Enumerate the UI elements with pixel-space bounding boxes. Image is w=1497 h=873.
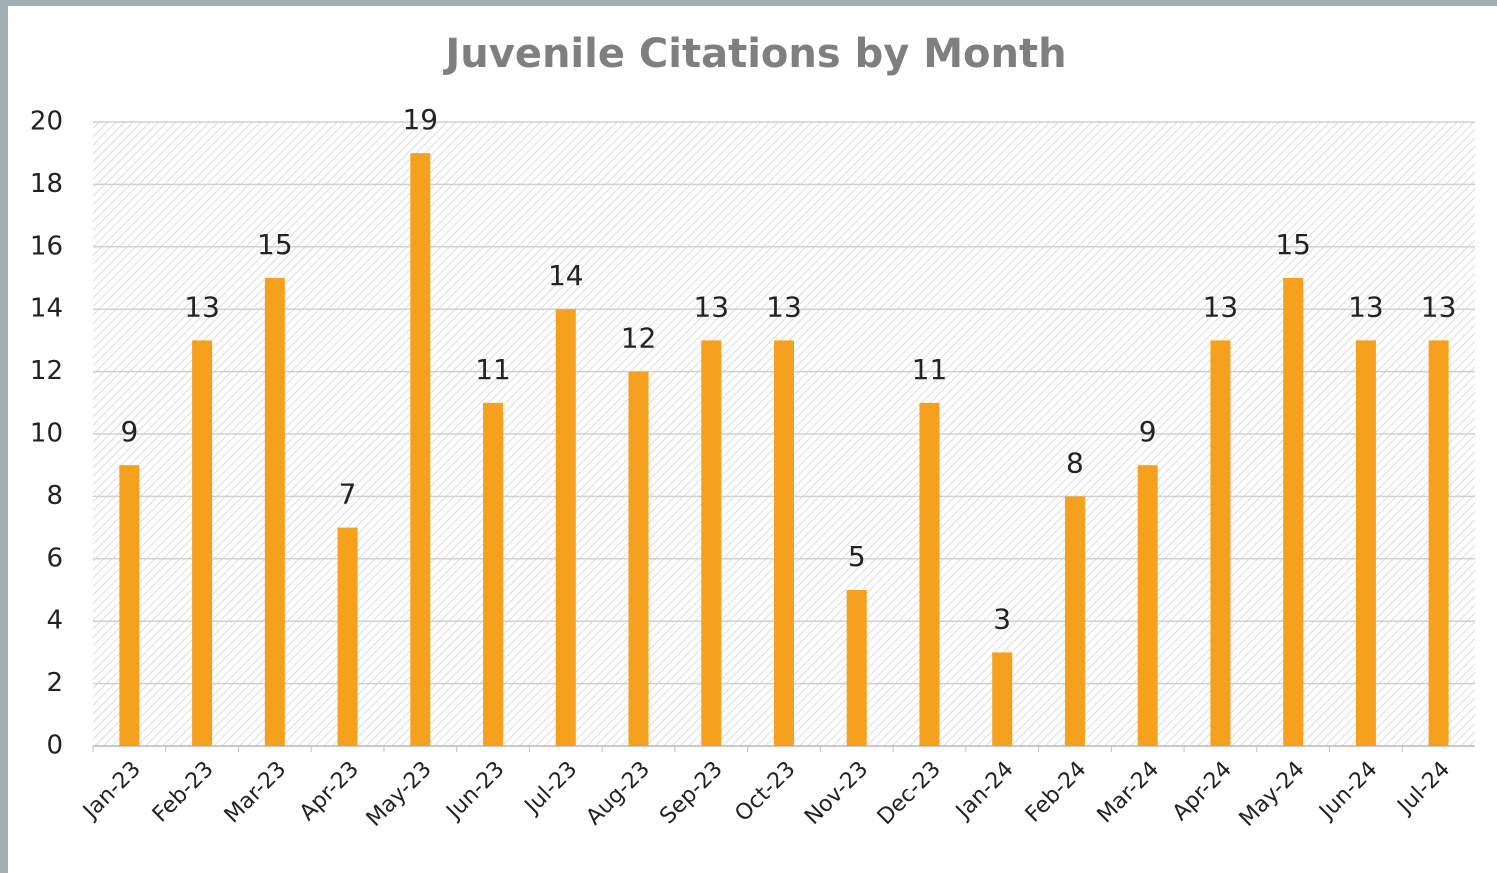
bar bbox=[337, 527, 358, 746]
data-label: 13 bbox=[1348, 290, 1384, 323]
bar bbox=[701, 340, 722, 746]
data-label: 7 bbox=[339, 478, 357, 511]
bar bbox=[774, 340, 794, 746]
bar bbox=[1283, 278, 1304, 746]
y-tick-label: 14 bbox=[30, 294, 63, 324]
data-label: 8 bbox=[1066, 446, 1084, 479]
bar bbox=[628, 371, 649, 746]
bar bbox=[119, 465, 140, 746]
data-label: 15 bbox=[257, 228, 293, 261]
y-tick-label: 10 bbox=[30, 419, 63, 449]
data-label: 5 bbox=[848, 540, 866, 573]
bar bbox=[1428, 340, 1449, 746]
bar bbox=[919, 402, 940, 746]
bar bbox=[555, 309, 576, 746]
bar bbox=[1355, 340, 1376, 746]
data-label: 13 bbox=[184, 290, 220, 323]
y-tick-label: 20 bbox=[30, 107, 63, 137]
bar bbox=[1137, 465, 1158, 746]
data-label: 13 bbox=[766, 290, 802, 323]
y-tick-label: 2 bbox=[46, 668, 63, 698]
data-label: 13 bbox=[1203, 290, 1239, 323]
data-label: 19 bbox=[402, 103, 438, 136]
bar bbox=[1210, 340, 1231, 746]
data-label: 13 bbox=[1421, 290, 1457, 323]
y-tick-label: 16 bbox=[30, 231, 63, 261]
data-label: 14 bbox=[548, 259, 584, 292]
y-tick-label: 4 bbox=[46, 606, 63, 636]
y-tick-label: 8 bbox=[46, 481, 63, 511]
y-tick-label: 12 bbox=[30, 356, 63, 386]
data-label: 3 bbox=[993, 602, 1011, 635]
bar bbox=[264, 278, 285, 746]
data-label: 9 bbox=[120, 415, 138, 448]
bar bbox=[192, 340, 213, 746]
y-tick-label: 18 bbox=[30, 169, 63, 199]
data-label: 15 bbox=[1275, 228, 1311, 261]
y-tick-label: 6 bbox=[46, 543, 63, 573]
data-label: 13 bbox=[693, 290, 729, 323]
data-label: 12 bbox=[621, 322, 657, 355]
bar bbox=[846, 590, 867, 746]
bar bbox=[483, 402, 504, 746]
bar bbox=[1064, 496, 1085, 746]
data-label: 11 bbox=[475, 353, 511, 386]
data-label: 11 bbox=[912, 353, 948, 386]
y-tick-label: 0 bbox=[46, 731, 63, 761]
bar bbox=[410, 153, 431, 746]
bar bbox=[992, 652, 1013, 746]
data-label: 9 bbox=[1139, 415, 1157, 448]
chart-title: Juvenile Citations by Month bbox=[442, 31, 1066, 77]
